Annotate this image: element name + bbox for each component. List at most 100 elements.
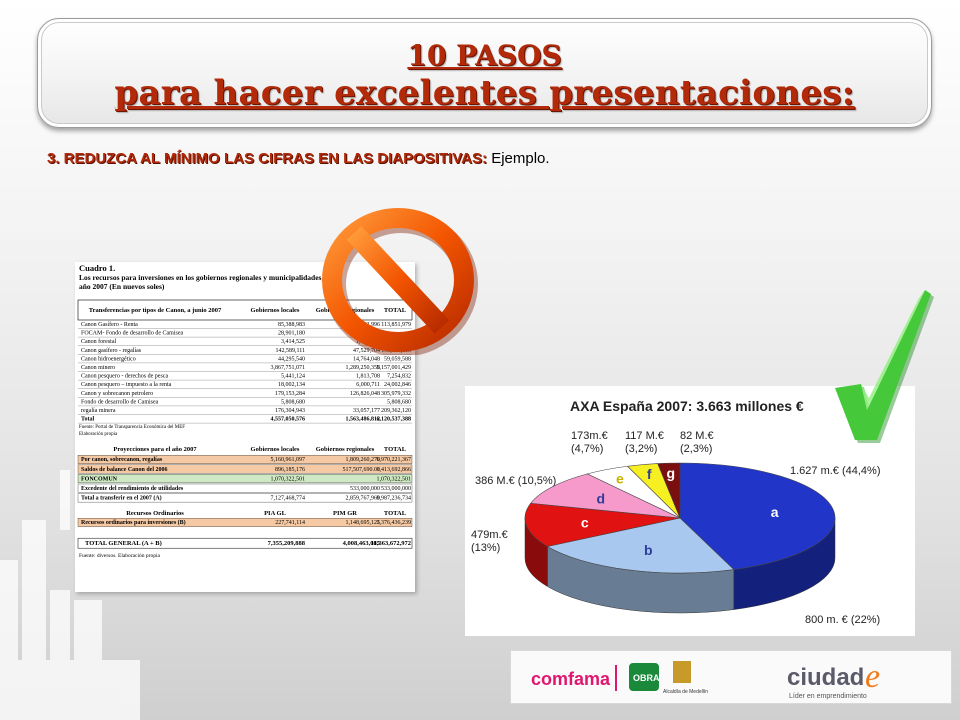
- pie-slice-a: [679, 462, 836, 570]
- pie-label-e-pct: (4,7%): [571, 443, 603, 455]
- table2-cell-gl: 5,160,961,097: [271, 457, 306, 463]
- table1-cell-gl: 18,002,134: [278, 382, 305, 388]
- table1-cell-total: 113,851,979: [381, 322, 411, 328]
- table1-cell-label: Canon pesquero - derechos de pesca: [81, 374, 168, 380]
- table1-header-col0: Transferencias por tipos de Canon, a jun…: [89, 307, 222, 314]
- table1-source: Fuente: Portal de Transparencia Económic…: [79, 425, 185, 430]
- table2-cell-label: Total a transferir en el 2007 (A): [81, 495, 162, 502]
- table2-row-bg: [77, 464, 413, 474]
- table1-cell-gl: 4,557,050,576: [271, 417, 306, 423]
- medellin-logo-text: Alcaldía de Medellín: [663, 689, 708, 695]
- footer-logos: comfama OBRA Alcaldía de Medellín ciudad…: [510, 650, 952, 704]
- table-heading-line: año 2007 (En nuevos soles): [79, 282, 165, 291]
- table1-cell-gl: 3,414,525: [281, 339, 305, 345]
- subtitle-bold: 3. REDUZCA AL MÍNIMO LAS CIFRAS EN LAS D…: [47, 150, 488, 167]
- table1-cell-gr: 126,826,048: [350, 391, 380, 397]
- table2-cell-gr: 1,809,260,270: [346, 457, 381, 463]
- table3-cell-label: Recursos ordinarios para inversiones (B): [81, 519, 186, 526]
- table1-cell-gr: 1,289,250,358: [346, 365, 381, 371]
- table1-cell-total: 305,979,332: [381, 391, 411, 397]
- pie-slice-letter-b: b: [644, 542, 653, 558]
- table1-cell-total: 209,362,120: [381, 408, 411, 414]
- pie-slice-letter-c: c: [581, 515, 589, 531]
- ciudad-e-logo: ciudad: [787, 664, 864, 691]
- table3-cell-gr: 1,148,695,125: [346, 520, 381, 526]
- pie-label-g-pct: (2,3%): [680, 443, 712, 455]
- table3-header-col2: PIM GR: [333, 510, 357, 517]
- table2-cell-total: 6,970,221,367: [377, 457, 412, 463]
- table2-cell-total: 533,000,000: [381, 486, 411, 492]
- pie-slice-letter-f: f: [647, 466, 652, 482]
- table2-header-col3: TOTAL: [384, 446, 407, 453]
- slide-subtitle: 3. REDUZCA AL MÍNIMO LAS CIFRAS EN LAS D…: [47, 150, 550, 167]
- title-banner: 10 PASOS para hacer excelentes presentac…: [37, 18, 932, 128]
- table2-row-bg: [77, 455, 413, 464]
- table2-cell-label: Excedente del rendimiento de utilidades: [81, 486, 184, 492]
- table1-cell-total: 5,808,680: [387, 399, 411, 405]
- table2-cell-label: Saldos de balance Canon del 2006: [81, 467, 168, 473]
- pie-label-c-value: 479m.€: [471, 529, 508, 541]
- table1-cell-label: Canon forestal: [81, 338, 116, 345]
- table1-cell-total: 5,157,001,429: [377, 365, 412, 371]
- pie-label-d: 386 M.€ (10,5%): [475, 475, 556, 487]
- grand-total-row-bg: [77, 537, 413, 549]
- table1-cell-label: FOCAM- Fondo de desarrollo de Camisea: [81, 331, 183, 337]
- slide-title-line1: 10 PASOS: [407, 39, 562, 72]
- table1-cell-total: 59,059,588: [384, 356, 411, 362]
- table3-cell-total: 1,376,436,239: [377, 520, 412, 526]
- ciudad-e-tagline: Líder en emprendimiento: [789, 693, 867, 700]
- table3-row-bg: [77, 518, 413, 527]
- table1-header-box: [77, 299, 413, 321]
- table3-header-col1: PIA GL: [264, 510, 287, 517]
- table2-cell-gl: 1,070,322,501: [271, 476, 306, 482]
- table1-cell-gl: 142,589,111: [275, 348, 305, 354]
- table2-row-bg: [77, 474, 413, 484]
- table2-cell-label: FONCOMUN: [81, 476, 118, 482]
- pie-label-f-pct: (3,2%): [625, 443, 657, 455]
- green-check-icon: [835, 290, 934, 443]
- forbidden-sign-icon: [322, 208, 478, 355]
- table1-cell-gl: 3,867,751,071: [271, 365, 306, 371]
- pie-label-g-value: 82 M.€: [680, 430, 714, 442]
- comfama-logo: comfama: [531, 669, 611, 689]
- pie-slice-letter-d: d: [596, 491, 605, 507]
- pie-label-f-value: 117 M.€: [625, 430, 664, 442]
- table1-cell-label: Total: [81, 417, 94, 423]
- pie-label-a: 1.627 m.€ (44,4%): [790, 465, 881, 477]
- pie-slice-g: [657, 462, 681, 519]
- table2-header-col2: Gobiernos regionales: [316, 446, 375, 453]
- table1-cell-gr: 1,563,486,812: [346, 417, 381, 423]
- table1-cell-gr: 47,529,704: [353, 348, 380, 354]
- table1-cell-gl: 176,304,943: [275, 408, 305, 414]
- table2-row-bg: [77, 483, 413, 493]
- table1-cell-gl: 28,901,180: [278, 331, 305, 337]
- medellin-shield-icon: [673, 661, 691, 683]
- table3-header-col0: Recursos Ordinarios: [126, 510, 184, 517]
- pie-slice-letter-a: a: [771, 504, 779, 520]
- pie-chart: AXA España 2007: 3.663 millones € a b cde f g…: [471, 398, 881, 626]
- table1-cell-gl: 179,153,284: [275, 391, 305, 397]
- obra-logo-text: OBRA: [633, 673, 660, 683]
- table1-cell-total: 24,002,846: [384, 382, 411, 388]
- pie-slice-b: [546, 517, 735, 574]
- pie-slice-c: [524, 502, 681, 547]
- pie-slice-letter-e: e: [616, 470, 624, 486]
- table2-cell-total: 1,070,322,501: [377, 476, 412, 482]
- table1-cell-label: Canon y sobrecanon petrolero: [81, 391, 153, 397]
- pie-label-e-value: 173m.€: [571, 430, 608, 442]
- table2-cell-label: Por canon, sobrecanon, regalías: [81, 457, 163, 463]
- table1-cell-label: Canon gasífero - regalías: [81, 347, 142, 354]
- table2-header-col0: Proyecciones para el año 2007: [113, 446, 197, 453]
- pie-label-b: 800 m. € (22%): [805, 614, 880, 626]
- table1-cell-label: Fondo de desarrollo de Camisea: [81, 399, 159, 405]
- pie-chart-panel: AXA España 2007: 3.663 millones € a b c d e f g…: [465, 386, 915, 636]
- table1-cell-label: regalía minera: [81, 408, 116, 414]
- table1-cell-gr: 14,764,048: [353, 356, 380, 362]
- pie-title: AXA España 2007: 3.663 millones €: [570, 398, 804, 414]
- pie-label-c-pct: (13%): [471, 542, 500, 554]
- table1-cell-gl: 5,808,680: [281, 399, 305, 405]
- obra-logo-icon: [629, 663, 659, 691]
- table-heading-line: Los recursos para inversiones en los gob…: [79, 273, 323, 282]
- table2-cell-gl: 7,127,468,774: [271, 496, 306, 502]
- table2-row-bg: [77, 493, 413, 503]
